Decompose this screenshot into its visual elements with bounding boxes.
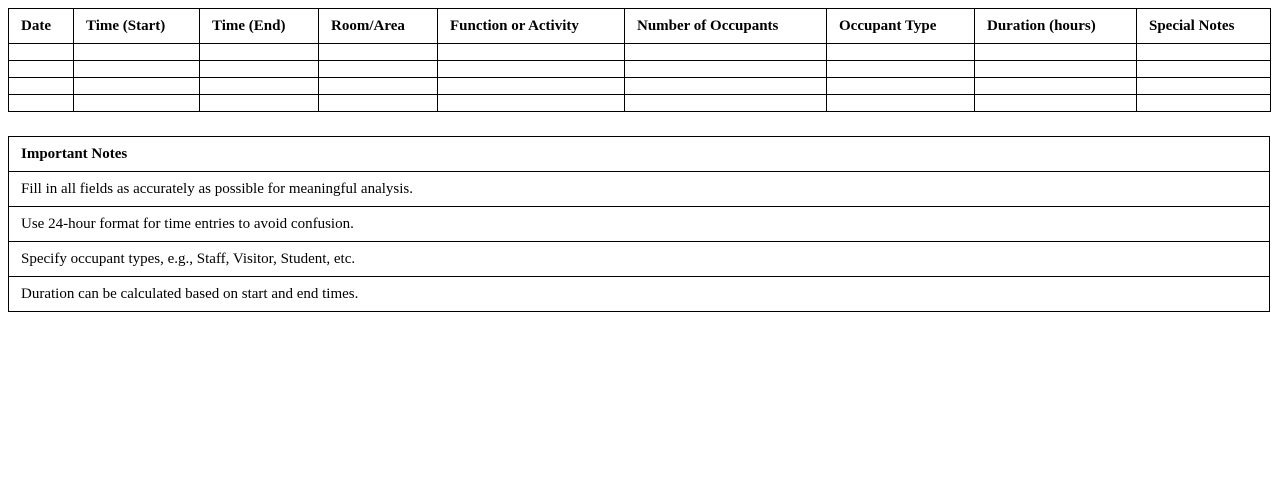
table-cell[interactable] xyxy=(318,94,438,112)
table-cell[interactable] xyxy=(437,60,625,78)
table-cell[interactable] xyxy=(974,77,1137,95)
table-cell[interactable] xyxy=(826,77,975,95)
column-header-date: Date xyxy=(8,8,74,44)
table-row xyxy=(8,60,1271,78)
column-header-occupant-type: Occupant Type xyxy=(826,8,975,44)
notes-title-row: Important Notes xyxy=(8,136,1270,172)
occupancy-log-table: Date Time (Start) Time (End) Room/Area F… xyxy=(8,8,1271,112)
note-row: Fill in all fields as accurately as poss… xyxy=(8,171,1270,207)
column-header-special-notes: Special Notes xyxy=(1136,8,1271,44)
notes-title: Important Notes xyxy=(8,136,1270,172)
column-header-room-area: Room/Area xyxy=(318,8,438,44)
table-cell[interactable] xyxy=(1136,60,1271,78)
table-cell[interactable] xyxy=(826,43,975,61)
table-cell[interactable] xyxy=(974,60,1137,78)
column-header-number-occupants: Number of Occupants xyxy=(624,8,827,44)
table-cell[interactable] xyxy=(199,77,319,95)
note-item: Fill in all fields as accurately as poss… xyxy=(8,171,1270,207)
table-cell[interactable] xyxy=(624,94,827,112)
table-row xyxy=(8,94,1271,112)
note-item: Duration can be calculated based on star… xyxy=(8,276,1270,312)
column-header-time-end: Time (End) xyxy=(199,8,319,44)
table-cell[interactable] xyxy=(1136,77,1271,95)
note-item: Use 24-hour format for time entries to a… xyxy=(8,206,1270,242)
table-cell[interactable] xyxy=(199,60,319,78)
table-cell[interactable] xyxy=(624,60,827,78)
table-cell[interactable] xyxy=(826,94,975,112)
note-row: Use 24-hour format for time entries to a… xyxy=(8,206,1270,242)
table-cell[interactable] xyxy=(437,77,625,95)
table-cell[interactable] xyxy=(826,60,975,78)
table-cell[interactable] xyxy=(73,77,200,95)
table-cell[interactable] xyxy=(8,94,74,112)
note-item: Specify occupant types, e.g., Staff, Vis… xyxy=(8,241,1270,277)
table-cell[interactable] xyxy=(73,43,200,61)
table-cell[interactable] xyxy=(73,94,200,112)
table-cell[interactable] xyxy=(437,43,625,61)
table-cell[interactable] xyxy=(624,77,827,95)
table-cell[interactable] xyxy=(437,94,625,112)
table-row xyxy=(8,77,1271,95)
table-cell[interactable] xyxy=(318,60,438,78)
table-cell[interactable] xyxy=(73,60,200,78)
table-cell[interactable] xyxy=(8,60,74,78)
note-row: Duration can be calculated based on star… xyxy=(8,276,1270,312)
column-header-duration: Duration (hours) xyxy=(974,8,1137,44)
table-cell[interactable] xyxy=(318,77,438,95)
header-row: Date Time (Start) Time (End) Room/Area F… xyxy=(8,8,1271,44)
table-cell[interactable] xyxy=(318,43,438,61)
important-notes-table: Important Notes Fill in all fields as ac… xyxy=(8,136,1270,312)
column-header-time-start: Time (Start) xyxy=(73,8,200,44)
table-cell[interactable] xyxy=(974,43,1137,61)
table-cell[interactable] xyxy=(1136,43,1271,61)
table-cell[interactable] xyxy=(199,94,319,112)
table-cell[interactable] xyxy=(974,94,1137,112)
column-header-function-activity: Function or Activity xyxy=(437,8,625,44)
table-cell[interactable] xyxy=(1136,94,1271,112)
table-cell[interactable] xyxy=(8,43,74,61)
table-row xyxy=(8,43,1271,61)
table-cell[interactable] xyxy=(624,43,827,61)
note-row: Specify occupant types, e.g., Staff, Vis… xyxy=(8,241,1270,277)
table-cell[interactable] xyxy=(8,77,74,95)
table-cell[interactable] xyxy=(199,43,319,61)
